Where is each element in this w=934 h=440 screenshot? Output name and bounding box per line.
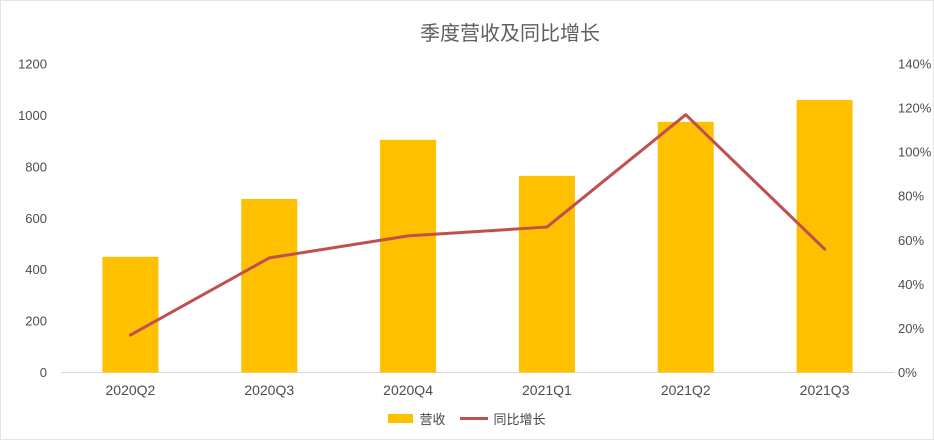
legend-label-growth: 同比增长 <box>493 412 546 427</box>
left-axis-tick-label: 600 <box>25 211 47 226</box>
bar-2021Q1 <box>518 175 575 373</box>
left-axis-tick-label: 1200 <box>18 57 47 72</box>
legend-label-revenue: 营收 <box>419 412 446 427</box>
legend: 营收 同比增长 <box>1 409 933 428</box>
bar-2021Q2 <box>657 121 714 373</box>
right-axis-tick-label: 100% <box>898 145 932 160</box>
legend-line-swatch-icon <box>459 417 488 420</box>
bar-2020Q3 <box>241 198 298 373</box>
x-axis-label-2020Q2: 2020Q2 <box>106 382 156 398</box>
left-axis-tick-label: 800 <box>25 159 47 174</box>
right-axis-tick-label: 120% <box>898 101 932 116</box>
right-axis-tick-label: 140% <box>898 57 932 72</box>
x-axis-label-2020Q4: 2020Q4 <box>383 382 433 398</box>
legend-item-growth: 同比增长 <box>459 409 546 428</box>
legend-item-revenue: 营收 <box>388 409 446 428</box>
left-axis-tick-label: 0 <box>40 365 47 380</box>
left-axis-tick-label: 1000 <box>18 108 47 123</box>
right-axis-tick-label: 60% <box>898 233 924 248</box>
x-axis-label-2021Q1: 2021Q1 <box>522 382 572 398</box>
right-axis-tick-label: 40% <box>898 277 924 292</box>
chart-title: 季度营收及同比增长 <box>420 23 600 45</box>
left-axis-tick-label: 400 <box>25 262 47 277</box>
growth-line <box>128 113 827 337</box>
right-axis-tick-label: 20% <box>898 321 924 336</box>
x-axis-label-2021Q3: 2021Q3 <box>800 382 850 398</box>
right-axis-tick-label: 80% <box>898 189 924 204</box>
x-axis-label-2020Q3: 2020Q3 <box>244 382 294 398</box>
bar-2020Q2 <box>102 256 159 373</box>
right-axis-tick-label: 0% <box>898 365 917 380</box>
legend-bar-swatch-icon <box>388 414 414 423</box>
x-axis-label-2021Q2: 2021Q2 <box>661 382 711 398</box>
bar-2020Q4 <box>380 139 437 373</box>
bar-2021Q3 <box>796 99 853 373</box>
left-axis-tick-label: 200 <box>25 314 47 329</box>
